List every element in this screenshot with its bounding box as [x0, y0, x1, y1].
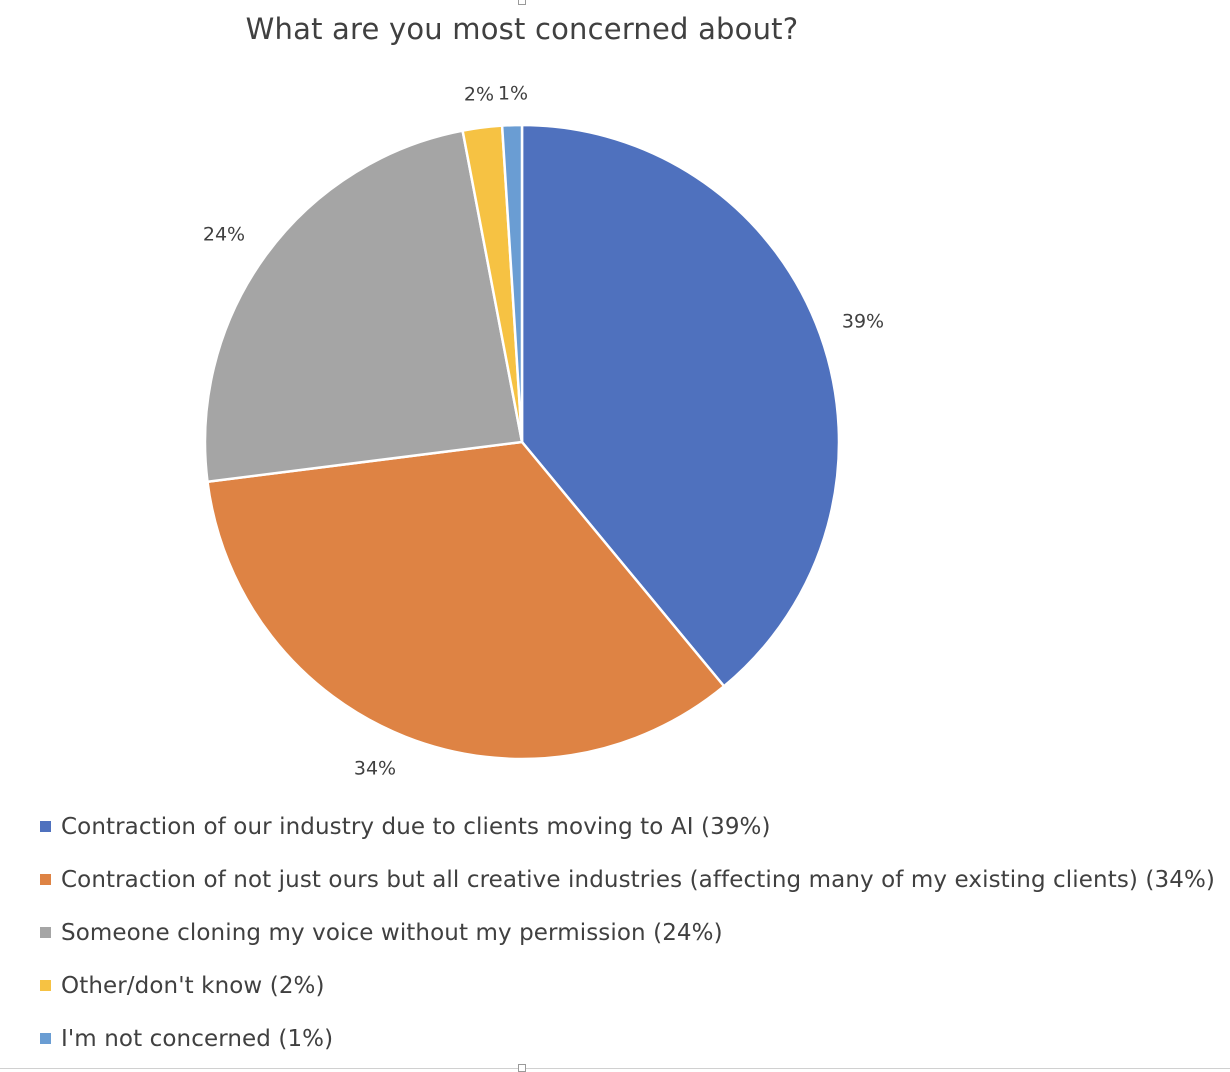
pie-slice-all-industries [206, 440, 726, 761]
pie-chart: 39% 34% 24% 2% 1% [203, 83, 884, 780]
data-label-other: 2% [464, 84, 494, 106]
legend-item: Contraction of not just ours but all cre… [40, 853, 1215, 906]
legend-label: Contraction of not just ours but all cre… [61, 866, 1215, 893]
pie-slice-cloning [203, 129, 524, 483]
pie-slice-not-concerned [500, 123, 524, 444]
legend-swatch [40, 874, 51, 885]
legend-item: Someone cloning my voice without my perm… [40, 906, 1210, 959]
legend-label: Someone cloning my voice without my perm… [61, 919, 723, 946]
legend-label: Other/don't know (2%) [61, 972, 325, 999]
divider [0, 1068, 1230, 1069]
legend-swatch [40, 927, 51, 938]
legend-label: Contraction of our industry due to clien… [61, 813, 771, 840]
data-label-cloning: 24% [203, 224, 245, 246]
data-label-industry: 39% [842, 311, 884, 333]
data-label-not-concerned: 1% [498, 83, 528, 105]
legend-swatch [40, 1033, 51, 1044]
data-label-all-industries: 34% [354, 758, 396, 780]
legend-label: I'm not concerned (1%) [61, 1025, 334, 1052]
legend-swatch [40, 980, 51, 991]
selection-handle-top[interactable] [518, 0, 526, 5]
pie-slice-industry [520, 123, 841, 688]
legend-swatch [40, 821, 51, 832]
legend-item: Other/don't know (2%) [40, 959, 1210, 1012]
legend-item: Contraction of our industry due to clien… [40, 800, 1210, 853]
selection-handle-bottom[interactable] [518, 1064, 526, 1072]
legend: Contraction of our industry due to clien… [40, 800, 1215, 1065]
chart-title: What are you most concerned about? [245, 12, 799, 46]
legend-item: I'm not concerned (1%) [40, 1012, 1210, 1065]
